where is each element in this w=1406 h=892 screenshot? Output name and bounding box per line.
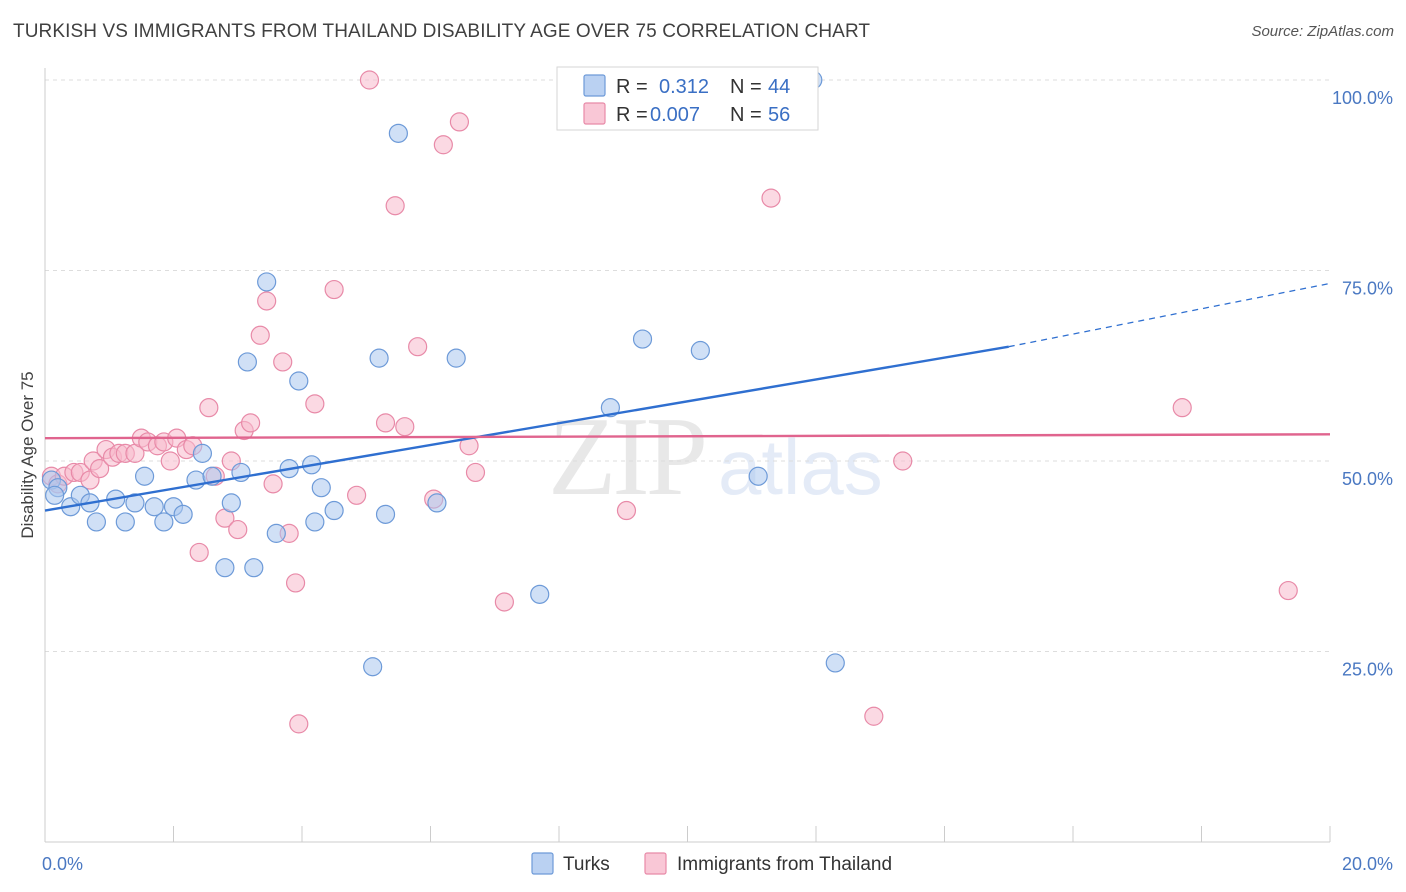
thai-point-7 xyxy=(90,459,110,479)
legend-r-label-thai: R = xyxy=(616,104,648,126)
turks-point-36 xyxy=(530,584,550,604)
thai-point-53 xyxy=(893,451,913,471)
turks-point-31 xyxy=(369,348,389,368)
turks-point-27 xyxy=(305,512,325,532)
y-tick-label-3: 100.0% xyxy=(1332,88,1393,108)
turks-point-21 xyxy=(244,558,264,578)
y-tick-label-0: 25.0% xyxy=(1342,660,1393,680)
correlation-legend: R = 0.312 N = 44 R = 0.007 N = 56 xyxy=(556,66,819,131)
x-tick-label-min: 0.0% xyxy=(42,854,83,874)
thai-point-30 xyxy=(257,291,277,311)
turks-point-38 xyxy=(632,329,653,349)
thai-point-22 xyxy=(199,398,219,418)
thai-point-38 xyxy=(347,485,367,505)
legend-swatch-turks xyxy=(583,74,606,97)
turks-point-37 xyxy=(600,398,621,418)
chart-title: TURKISH VS IMMIGRANTS FROM THAILAND DISA… xyxy=(13,21,871,42)
thai-point-49 xyxy=(494,592,514,612)
thai-point-26 xyxy=(228,519,248,540)
thai-point-40 xyxy=(375,413,396,433)
turks-point-18 xyxy=(221,493,241,513)
chart-source: Source: ZipAtlas.com xyxy=(1251,23,1394,40)
legend-r-value-thai: 0.007 xyxy=(650,104,700,126)
thai-point-37 xyxy=(324,279,344,300)
thai-point-34 xyxy=(285,573,306,593)
turks-point-32 xyxy=(375,504,396,524)
y-tick-label-2: 75.0% xyxy=(1342,279,1393,299)
turks-point-17 xyxy=(215,558,235,578)
bottom-legend-swatch-thai xyxy=(644,852,667,875)
legend-r-value-turks: 0.312 xyxy=(659,76,709,98)
thai-point-39 xyxy=(359,70,380,90)
bottom-legend-label-thai: Immigrants from Thailand xyxy=(677,854,892,875)
svg-text:ZIP: ZIP xyxy=(548,395,704,519)
legend-n-value-thai: 56 xyxy=(768,104,790,126)
thai-point-50 xyxy=(616,500,637,521)
turks-point-10 xyxy=(144,497,164,517)
turks-point-22 xyxy=(257,272,277,292)
turks-point-34 xyxy=(427,493,447,513)
legend-n-label-turks: N = xyxy=(730,76,762,98)
legend-r-label-turks: R = xyxy=(616,76,648,98)
turks-trend-line xyxy=(44,345,1009,512)
thai-point-17 xyxy=(160,451,180,471)
turks-point-29 xyxy=(324,500,344,521)
turks-trend-extension xyxy=(1008,282,1331,348)
thai-point-52 xyxy=(864,706,884,726)
thai-point-42 xyxy=(395,417,415,437)
turks-point-30 xyxy=(363,657,383,677)
thai-point-46 xyxy=(449,112,470,132)
turks-point-28 xyxy=(311,478,331,498)
thai-point-36 xyxy=(305,394,325,414)
turks-point-42 xyxy=(825,653,845,673)
turks-point-33 xyxy=(388,123,408,143)
y-tick-label-1: 50.0% xyxy=(1342,469,1393,489)
thai-point-45 xyxy=(433,135,453,155)
bottom-legend-swatch-turks xyxy=(531,852,554,875)
thai-point-51 xyxy=(761,188,781,208)
series-turks xyxy=(41,70,845,677)
y-axis-title: Disability Age Over 75 xyxy=(18,371,37,538)
turks-point-9 xyxy=(134,466,155,486)
thai-point-21 xyxy=(189,542,209,563)
legend-swatch-thai xyxy=(583,102,606,125)
turks-point-5 xyxy=(86,512,107,532)
turks-point-25 xyxy=(289,371,309,391)
grid-lines xyxy=(45,79,1330,652)
turks-point-7 xyxy=(115,512,135,532)
thai-trend-line xyxy=(44,433,1331,440)
thai-point-43 xyxy=(408,337,428,357)
y-tick-labels: 25.0% 50.0% 75.0% 100.0% xyxy=(1332,88,1393,680)
thai-point-55 xyxy=(1278,580,1298,601)
thai-point-41 xyxy=(385,196,405,216)
turks-point-40 xyxy=(748,466,768,486)
bottom-legend-label-turks: Turks xyxy=(563,854,610,875)
turks-point-8 xyxy=(125,493,145,513)
legend-n-label-thai: N = xyxy=(730,104,762,126)
turks-point-20 xyxy=(237,352,257,372)
zipatlas-watermark: ZIP atlas xyxy=(548,395,883,519)
turks-point-11 xyxy=(154,512,174,532)
svg-text:atlas: atlas xyxy=(718,423,883,511)
thai-point-29 xyxy=(250,325,270,345)
axis-ticks xyxy=(44,826,1331,842)
trend-lines xyxy=(44,282,1331,512)
turks-point-35 xyxy=(446,348,466,368)
x-tick-label-max: 20.0% xyxy=(1342,854,1393,874)
legend-n-value-turks: 44 xyxy=(768,76,790,98)
turks-point-43 xyxy=(45,485,65,505)
turks-point-23 xyxy=(266,523,286,543)
thai-point-48 xyxy=(465,462,486,483)
thai-point-28 xyxy=(241,413,261,433)
thai-point-54 xyxy=(1172,398,1192,418)
thai-point-31 xyxy=(263,474,283,494)
turks-point-39 xyxy=(690,340,710,361)
turks-point-13 xyxy=(173,504,193,524)
series-immigrants-from-thailand xyxy=(41,70,1298,734)
series-legend: Turks Immigrants from Thailand xyxy=(531,852,892,875)
thai-point-32 xyxy=(273,352,293,372)
turks-point-15 xyxy=(192,443,213,463)
thai-point-35 xyxy=(289,714,309,734)
